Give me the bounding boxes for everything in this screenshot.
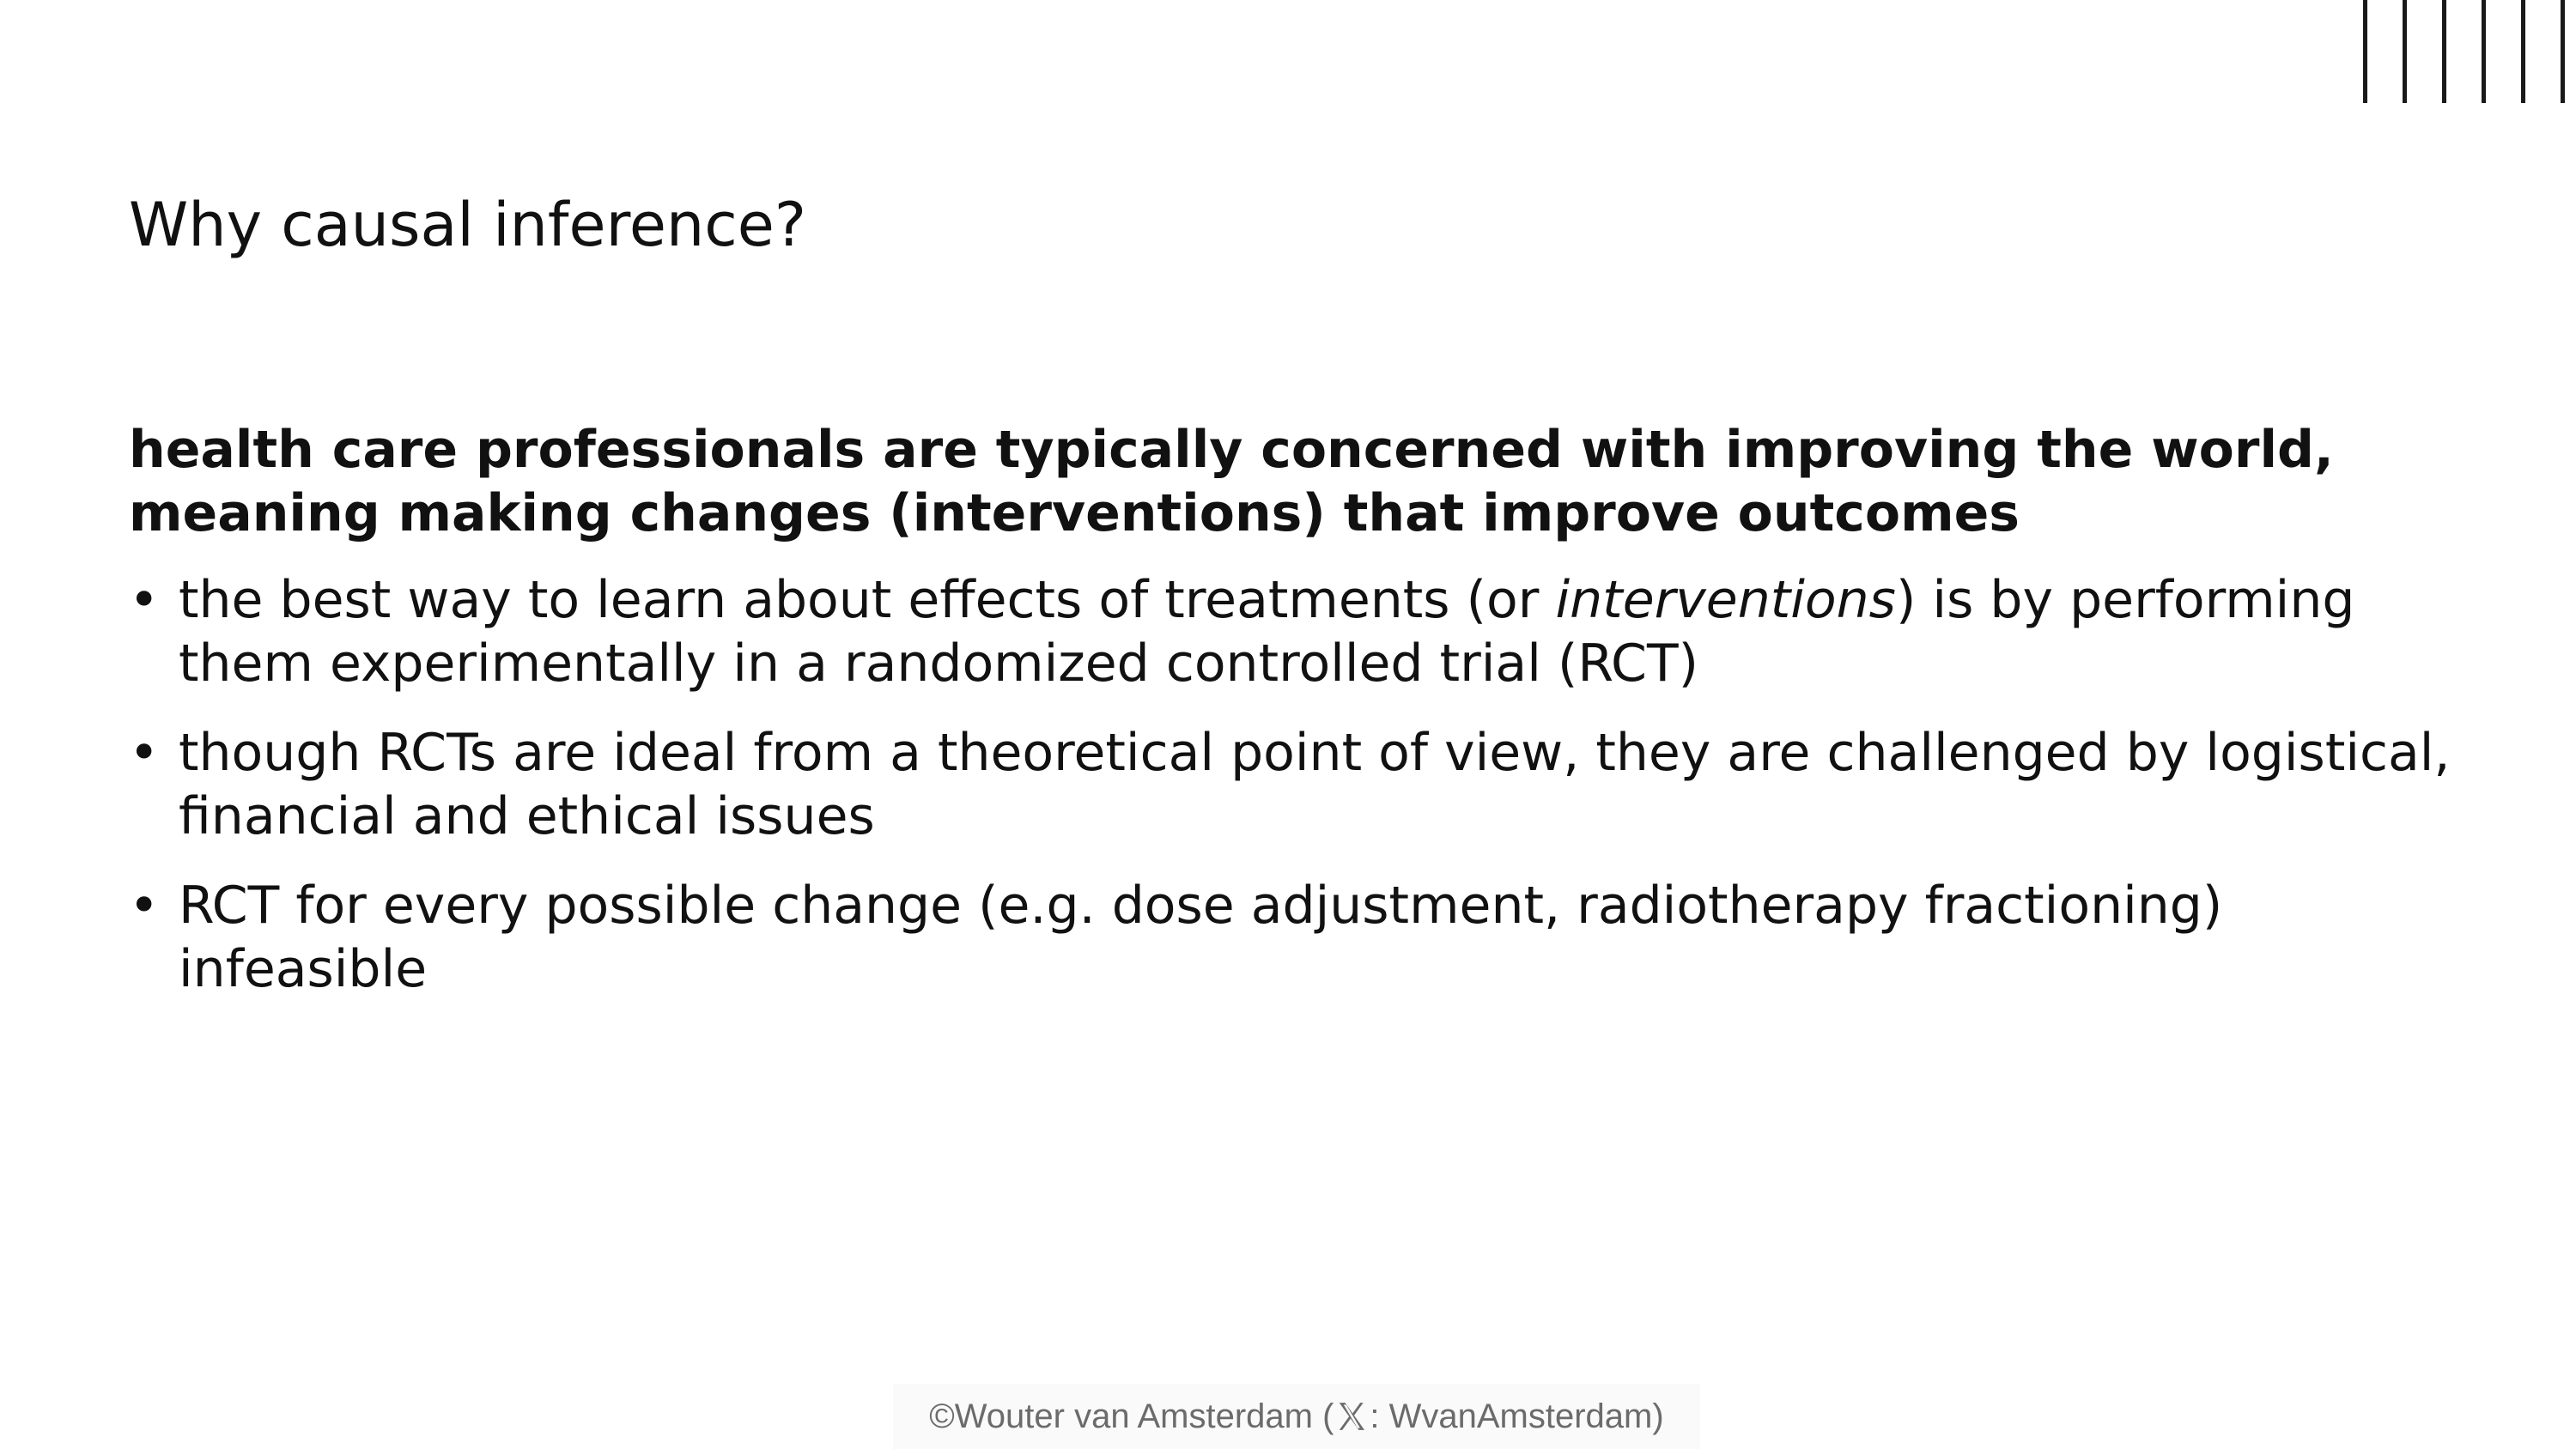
lead-statement: health care professionals are typically … (129, 420, 2334, 543)
bullet-marker: • (129, 723, 160, 783)
x-logo-icon (1340, 1403, 1365, 1430)
bullet-text: RCT for every possible change (e.g. dose… (179, 876, 2223, 999)
decorative-vertical-lines (2318, 0, 2576, 103)
bullet-marker: • (129, 570, 160, 630)
bullet-marker: • (129, 876, 160, 936)
bullet-item: • though RCTs are ideal from a theoretic… (129, 721, 2464, 848)
decor-line (2482, 0, 2486, 103)
bullet-list: • the best way to learn about effects of… (129, 568, 2464, 1027)
decor-line (2561, 0, 2565, 103)
decor-line (2521, 0, 2525, 103)
bullet-item: • RCT for every possible change (e.g. do… (129, 874, 2464, 1001)
bullet-emphasis: interventions (1555, 570, 1896, 630)
decor-line (2363, 0, 2367, 103)
decor-line (2403, 0, 2407, 103)
bullet-item: • the best way to learn about effects of… (129, 568, 2464, 695)
footer-copyright: ©Wouter van Amsterdam ( (929, 1397, 1334, 1435)
bullet-text: though RCTs are ideal from a theoretical… (179, 723, 2451, 846)
bullet-text: ) is by performing them experimentally i… (179, 570, 2355, 694)
footer-credit: ©Wouter van Amsterdam ( : WvanAmsterdam) (893, 1384, 1700, 1449)
footer-handle: : WvanAmsterdam) (1370, 1397, 1664, 1435)
decor-line (2442, 0, 2446, 103)
slide-title: Why causal inference? (129, 190, 806, 260)
bullet-text: the best way to learn about effects of t… (179, 570, 1556, 630)
